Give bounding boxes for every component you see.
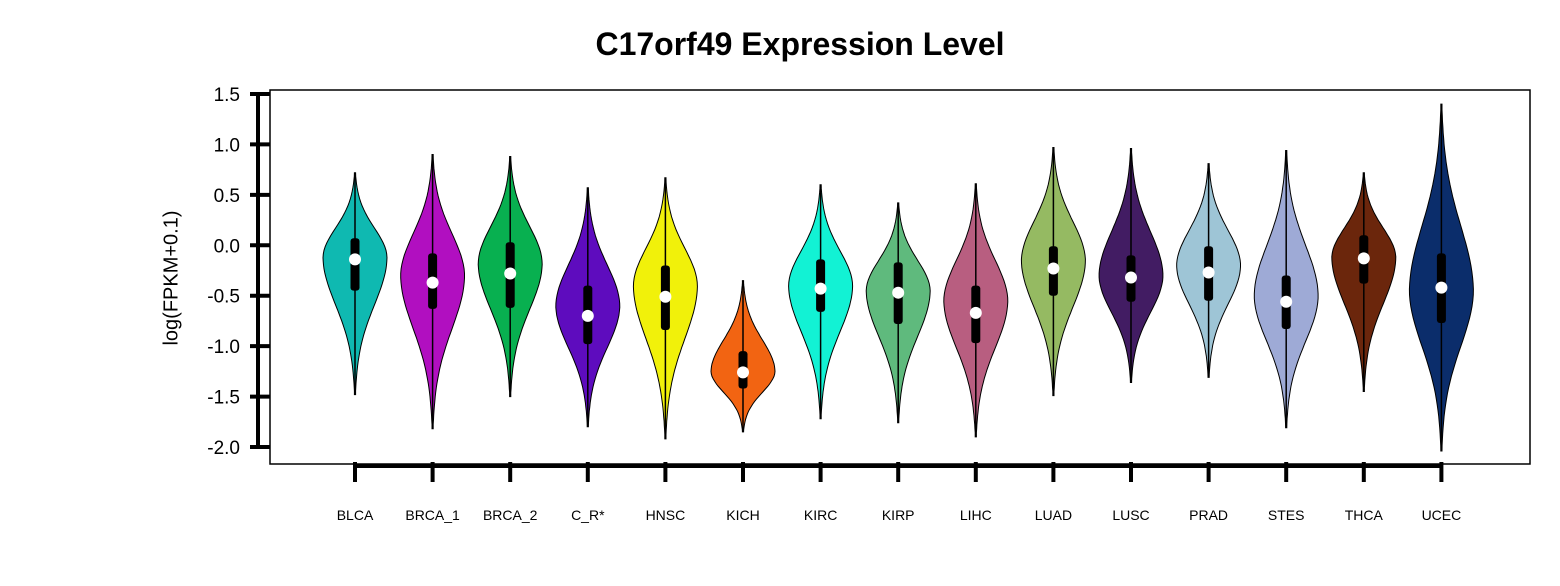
violin-luad bbox=[1020, 147, 1086, 397]
violins bbox=[322, 103, 1474, 452]
violin-c-r- bbox=[555, 187, 621, 428]
violin-blca bbox=[322, 172, 388, 396]
y-tick-label: -1.5 bbox=[207, 388, 240, 409]
violin-ucec bbox=[1408, 103, 1474, 452]
violin-brca-1 bbox=[400, 154, 465, 430]
x-tick-label: BRCA_1 bbox=[405, 507, 460, 523]
x-tick-label: LIHC bbox=[960, 507, 992, 523]
violin-median-point bbox=[504, 267, 517, 280]
y-tick-label: 1.5 bbox=[214, 85, 240, 106]
x-tick-label: THCA bbox=[1345, 507, 1384, 523]
x-tick-label: BLCA bbox=[337, 507, 374, 523]
violin-median-point bbox=[581, 309, 594, 322]
x-tick-label: LUSC bbox=[1112, 507, 1149, 523]
violin-hnsc bbox=[632, 177, 698, 440]
violin-median-point bbox=[969, 306, 982, 319]
x-axis: BLCA BRCA_1 BRCA_2 C_R* HNSC KICH KIRC KIRP LIHC… bbox=[337, 462, 1462, 523]
violin-brca-2 bbox=[477, 156, 543, 398]
y-tick-label: -0.5 bbox=[207, 287, 240, 308]
violin-median-point bbox=[737, 366, 749, 379]
y-tick-label: 0.5 bbox=[214, 186, 240, 207]
violin-kirc bbox=[788, 184, 854, 420]
x-tick-label: KICH bbox=[726, 507, 759, 523]
y-axis: 1.5 1.0 0.5 0.0 -0.5 -1.0 -1.5 -2.0 bbox=[207, 85, 270, 459]
violin-median-point bbox=[1435, 281, 1448, 294]
violin-median-point bbox=[1047, 262, 1060, 275]
x-tick-label: LUAD bbox=[1035, 507, 1072, 523]
x-tick-label: UCEC bbox=[1422, 507, 1462, 523]
y-tick-label: 0.0 bbox=[214, 236, 240, 257]
violin-thca bbox=[1331, 172, 1397, 392]
chart-title: C17orf49 Expression Level bbox=[595, 26, 1005, 62]
violin-prad bbox=[1176, 163, 1241, 378]
violin-median-point bbox=[1280, 295, 1293, 308]
x-tick-label: STES bbox=[1268, 507, 1305, 523]
x-tick-label: C_R* bbox=[571, 507, 605, 523]
violin-median-point bbox=[426, 276, 439, 289]
x-tick-label: BRCA_2 bbox=[483, 507, 538, 523]
violin-lusc bbox=[1098, 148, 1164, 383]
violin-median-point bbox=[1202, 266, 1215, 279]
violin-median-point bbox=[1357, 252, 1370, 265]
y-tick-label: -1.0 bbox=[207, 337, 240, 358]
violin-lihc bbox=[943, 183, 1009, 438]
violin-stes bbox=[1253, 150, 1319, 429]
violin-kich bbox=[710, 280, 776, 433]
violin-median-point bbox=[814, 282, 827, 295]
x-tick-label: PRAD bbox=[1189, 507, 1228, 523]
violin-median-point bbox=[892, 286, 905, 299]
y-tick-label: -2.0 bbox=[207, 438, 240, 459]
violin-median-point bbox=[659, 290, 672, 303]
y-tick-label: 1.0 bbox=[214, 135, 240, 156]
x-tick-label: HNSC bbox=[646, 507, 686, 523]
violin-median-point bbox=[349, 253, 361, 266]
violin-median-point bbox=[1125, 271, 1137, 284]
x-tick-label: KIRP bbox=[882, 507, 915, 523]
x-tick-label: KIRC bbox=[804, 507, 837, 523]
violin-kirp bbox=[865, 202, 931, 424]
